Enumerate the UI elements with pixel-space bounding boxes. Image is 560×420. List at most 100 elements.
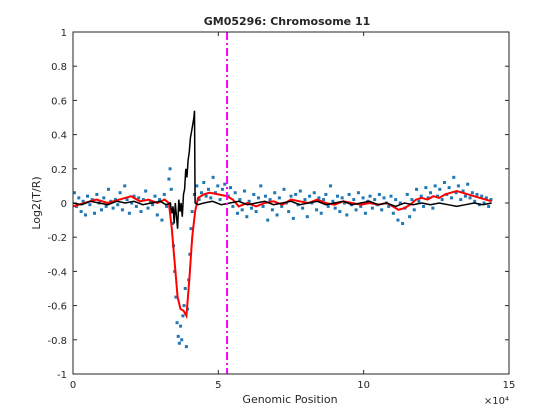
scatter-point [424,186,428,190]
scatter-point [489,198,493,202]
scatter-point [211,175,215,179]
scatter-point [254,210,258,214]
y-tick-label: 1 [61,28,67,39]
scatter-point [155,213,159,217]
scatter-point [179,324,183,328]
y-axis-ticks: -1 -0.8 -0.6 -0.4 -0.2 0 0.2 0.4 0.6 0.8 1 [47,28,509,381]
scatter-point [127,211,131,215]
scatter-point [139,210,143,214]
scatter-point [275,213,279,217]
scatter-point [373,198,377,202]
x-exponent-label: ×10⁴ [484,396,509,407]
scatter-point [484,196,488,200]
scatter-point [426,196,430,200]
x-tick-label: 5 [215,380,221,391]
scatter-point [213,191,217,195]
scatter-point [482,201,486,205]
scatter-point [99,208,103,212]
x-tick-label: 0 [70,380,76,391]
scatter-point [175,321,179,325]
scatter-point [144,189,148,193]
scatter-point [177,341,181,345]
scatter-point [202,180,206,184]
scatter-point [125,198,129,202]
scatter-point [77,196,81,200]
scatter-point [294,192,298,196]
scatter-point [252,192,256,196]
scatter-point [282,187,286,191]
scatter-point [475,192,479,196]
scatter-point [442,180,446,184]
scatter-point [236,211,240,215]
scatter-point [435,194,439,198]
scatter-point [182,304,186,308]
scatter-point [195,184,199,188]
scatter-point [137,196,141,200]
scatter-point [324,192,328,196]
scatter-point [123,184,127,188]
y-tick-label: 0.6 [51,96,67,107]
scatter-point [273,191,277,195]
scatter-point [487,204,491,208]
scatter-point [220,187,224,191]
scatter-point [88,203,92,207]
scatter-point [158,198,162,202]
scatter-point [338,210,342,214]
scatter-point [331,199,335,203]
scatter-point [79,210,83,214]
scatter-point [183,287,187,290]
y-tick-label: -0.8 [47,336,67,347]
scatter-point [329,184,333,188]
scatter-point [197,198,201,202]
x-axis-label: Genomic Position [242,393,337,406]
scatter-point [216,184,220,188]
scatter-point [377,192,381,196]
scatter-point [454,191,458,195]
scatter-point [447,186,451,190]
scatter-point [412,208,416,212]
scatter-point [326,204,330,208]
scatter-point [438,187,442,191]
scatter-point [270,208,274,212]
scatter-point [291,216,295,220]
scatter-point [466,182,470,186]
scatter-point [356,191,360,195]
black-line-series [72,110,492,229]
scatter-point [189,227,193,231]
scatter-point [333,206,337,210]
scatter-point [180,338,184,342]
scatter-point [223,182,227,186]
scatter-point [301,206,305,210]
scatter-point [132,194,136,198]
scatter-point [449,196,453,200]
scatter-point [312,191,316,195]
scatter-point [209,196,213,200]
scatter-point [81,199,85,203]
scatter-point [256,196,260,200]
scatter-point [160,218,164,222]
scatter-point [298,189,302,193]
scatter-point [165,204,169,208]
scatter-point [280,204,284,208]
scatter-point [354,208,358,212]
scatter-point [113,198,117,202]
scatter-point [141,198,145,202]
scatter-point [247,199,251,203]
y-tick-label: -0.4 [47,267,67,278]
scatter-point [102,196,106,200]
scatter-point [199,191,203,195]
scatter-point [72,191,76,195]
scatter-point [83,213,87,217]
scatter-point [452,175,456,179]
scatter-point [174,295,178,299]
scatter-point [168,167,172,171]
scatter-point [347,192,351,196]
y-tick-label: 0.2 [51,165,67,176]
scatter-point [317,196,321,200]
scatter-point [146,206,150,210]
scatter-point [389,194,393,198]
scatter-point [480,194,484,198]
x-tick-label: 10 [357,380,370,391]
scatter-point [259,184,263,188]
scatter-point [218,198,222,202]
